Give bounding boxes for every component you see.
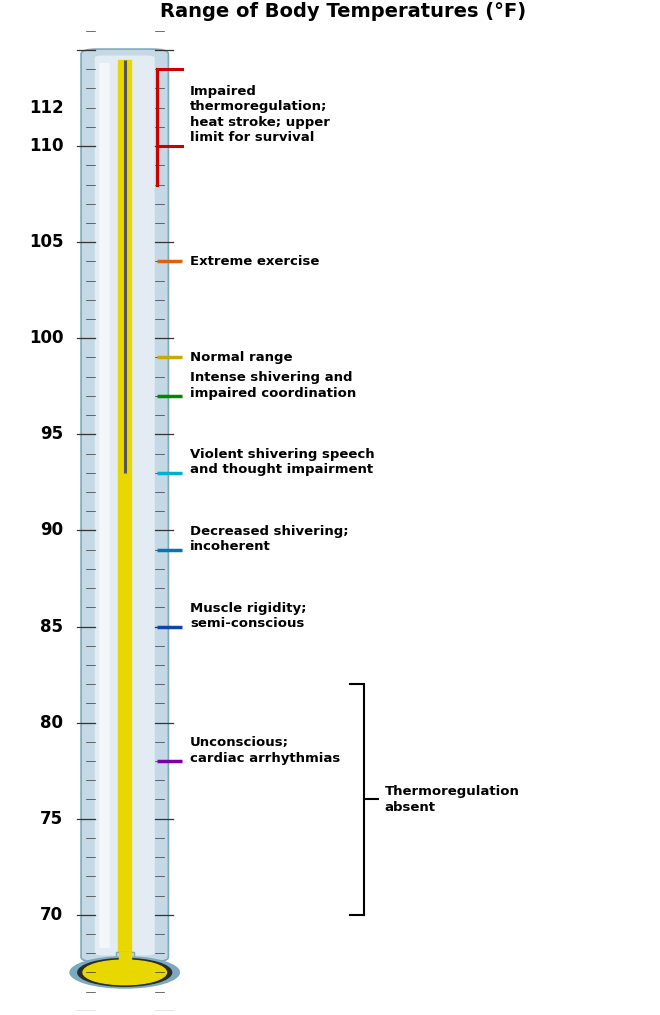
Text: Range of Body Temperatures (°F): Range of Body Temperatures (°F) (160, 2, 526, 21)
Text: Violent shivering speech
and thought impairment: Violent shivering speech and thought imp… (190, 448, 374, 476)
Bar (115, 952, 134, 960)
Text: 100: 100 (29, 329, 63, 347)
Text: 112: 112 (29, 98, 63, 117)
Text: 90: 90 (40, 522, 63, 539)
Text: 85: 85 (40, 617, 63, 635)
Text: Thermoregulation
absent: Thermoregulation absent (385, 786, 519, 814)
Text: Impaired
thermoregulation;
heat stroke; upper
limit for survival: Impaired thermoregulation; heat stroke; … (190, 84, 330, 144)
Text: 70: 70 (40, 905, 63, 924)
FancyBboxPatch shape (95, 56, 154, 955)
Circle shape (83, 960, 166, 985)
Text: 105: 105 (29, 233, 63, 251)
FancyBboxPatch shape (99, 63, 110, 948)
Text: Extreme exercise: Extreme exercise (190, 255, 319, 268)
Text: 80: 80 (40, 714, 63, 732)
Text: Unconscious;
cardiac arrhythmias: Unconscious; cardiac arrhythmias (190, 736, 340, 764)
Text: Normal range: Normal range (190, 351, 292, 364)
Bar (115, 952, 134, 960)
Text: 110: 110 (29, 137, 63, 155)
Bar (118, 60, 131, 963)
Text: Intense shivering and
impaired coordination: Intense shivering and impaired coordinat… (190, 371, 356, 400)
Text: 75: 75 (40, 810, 63, 827)
Text: Decreased shivering;
incoherent: Decreased shivering; incoherent (190, 525, 348, 553)
Text: Muscle rigidity;
semi-conscious: Muscle rigidity; semi-conscious (190, 602, 306, 630)
Circle shape (78, 958, 172, 987)
FancyBboxPatch shape (81, 49, 168, 962)
Text: 95: 95 (40, 425, 63, 444)
Circle shape (69, 956, 180, 989)
Bar (119, 952, 131, 960)
